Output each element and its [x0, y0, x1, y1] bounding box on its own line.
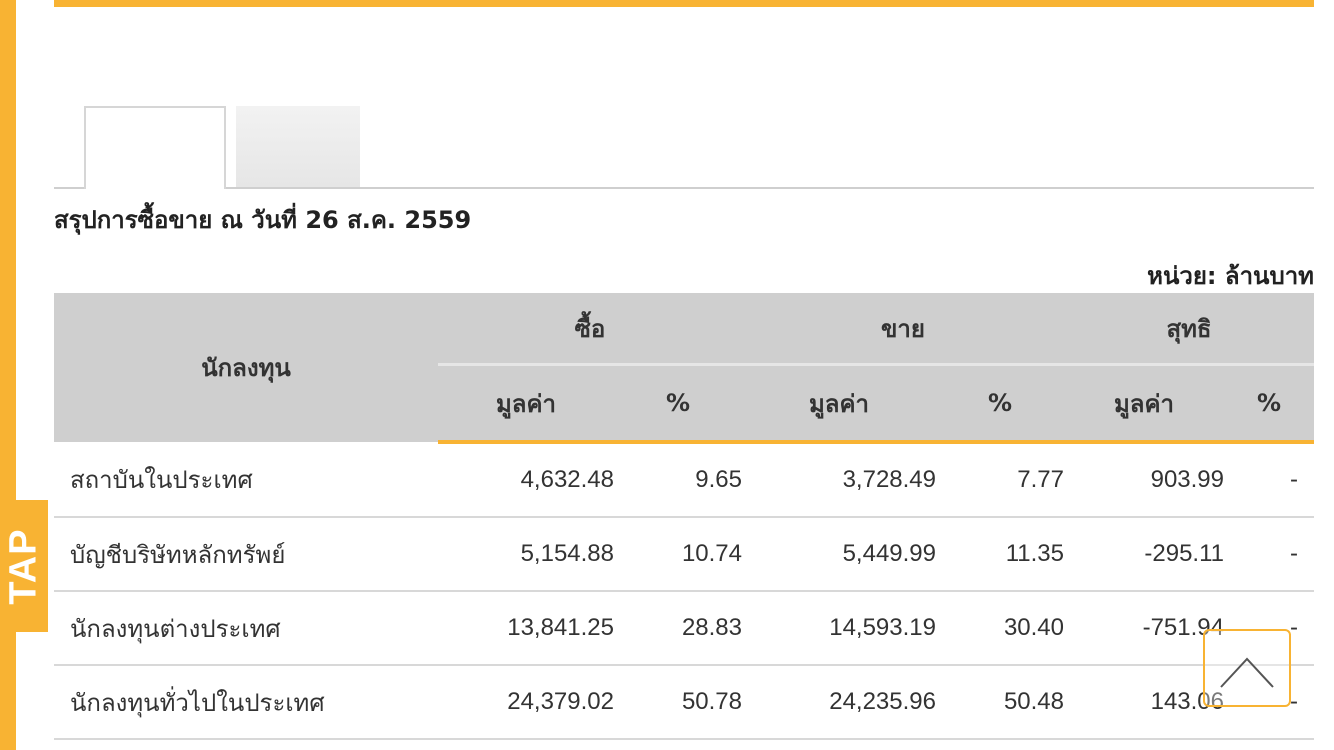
investor-name: นักลงทุนต่างประเทศ	[54, 591, 438, 666]
summary-title: สรุปการซื้อขาย ณ วันที่ 26 ส.ค. 2559	[54, 206, 472, 234]
net-percent: -	[1224, 591, 1314, 666]
sell-value: 24,235.96	[742, 665, 936, 740]
tab-inactive[interactable]	[236, 106, 360, 187]
header-sell-value: มูลค่า	[742, 363, 936, 444]
left-accent-rail	[0, 0, 16, 750]
net-value: -751.94	[1064, 591, 1224, 666]
header-buy: ซื้อ	[438, 293, 742, 365]
investor-name: บัญชีบริษัทหลักทรัพย์	[54, 517, 438, 592]
header-investor: นักลงทุน	[54, 293, 438, 442]
chevron-up-icon	[1220, 657, 1274, 688]
sell-percent: 7.77	[936, 442, 1064, 518]
buy-value: 24,379.02	[438, 665, 614, 740]
table-row: นักลงทุนทั่วไปในประเทศ 24,379.02 50.78 2…	[54, 665, 1314, 740]
sell-percent: 30.40	[936, 591, 1064, 666]
investor-name: สถาบันในประเทศ	[54, 442, 438, 518]
tab-active[interactable]	[84, 106, 226, 189]
sell-value: 14,593.19	[742, 591, 936, 666]
sell-percent: 50.48	[936, 665, 1064, 740]
top-accent-rule	[54, 0, 1314, 7]
header-buy-value: มูลค่า	[438, 363, 614, 444]
buy-value: 4,632.48	[438, 442, 614, 518]
header-net-percent: %	[1224, 363, 1314, 444]
header-net-value: มูลค่า	[1064, 363, 1224, 444]
net-value: 903.99	[1064, 442, 1224, 518]
buy-percent: 50.78	[614, 665, 742, 740]
header-buy-percent: %	[614, 363, 742, 444]
net-value: 143.06	[1064, 665, 1224, 740]
table-row: สถาบันในประเทศ 4,632.48 9.65 3,728.49 7.…	[54, 442, 1314, 518]
tab-strip	[54, 106, 1314, 189]
buy-value: 13,841.25	[438, 591, 614, 666]
header-sell-percent: %	[936, 363, 1064, 444]
back-to-top-button[interactable]	[1203, 629, 1291, 707]
buy-value: 5,154.88	[438, 517, 614, 592]
buy-percent: 28.83	[614, 591, 742, 666]
sell-percent: 11.35	[936, 517, 1064, 592]
table-row: บัญชีบริษัทหลักทรัพย์ 5,154.88 10.74 5,4…	[54, 517, 1314, 592]
net-percent: -	[1224, 442, 1314, 518]
net-value: -295.11	[1064, 517, 1224, 592]
buy-percent: 10.74	[614, 517, 742, 592]
buy-percent: 9.65	[614, 442, 742, 518]
header-sell: ขาย	[742, 293, 1064, 365]
table-row: นักลงทุนต่างประเทศ 13,841.25 28.83 14,59…	[54, 591, 1314, 666]
sell-value: 5,449.99	[742, 517, 936, 592]
net-percent: -	[1224, 665, 1314, 740]
sell-value: 3,728.49	[742, 442, 936, 518]
unit-label: หน่วย: ล้านบาท	[1147, 262, 1314, 290]
investor-name: นักลงทุนทั่วไปในประเทศ	[54, 665, 438, 740]
tap-side-tab[interactable]: TAP	[0, 500, 48, 632]
net-percent: -	[1224, 517, 1314, 592]
header-net: สุทธิ	[1064, 293, 1314, 365]
trade-summary-table: นักลงทุน ซื้อ ขาย สุทธิ มูลค่า % มูลค่า …	[54, 293, 1314, 740]
tap-side-tab-label: TAP	[2, 527, 45, 605]
